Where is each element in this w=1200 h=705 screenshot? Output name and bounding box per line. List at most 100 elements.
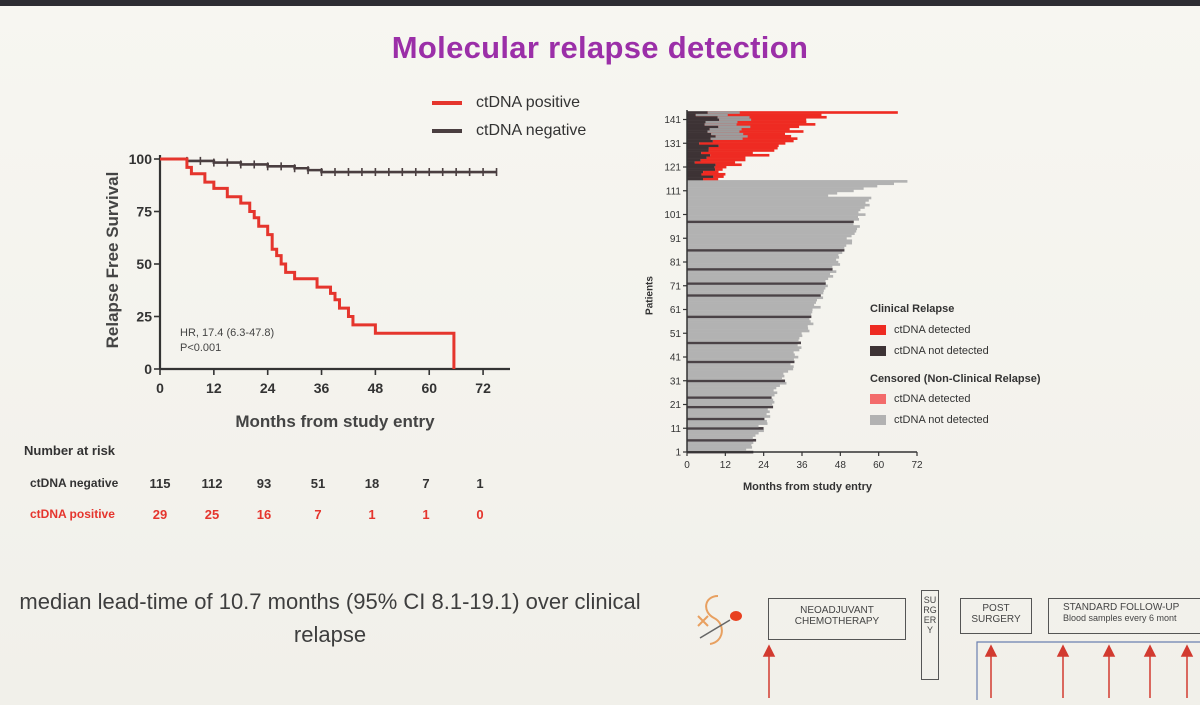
swimmer-bar <box>687 358 794 361</box>
swimmer-bar <box>687 218 860 221</box>
swimmer-bar-red <box>713 175 724 178</box>
swimmer-bar-red <box>710 137 798 140</box>
legend-censored-title: Censored (Non-Clinical Relapse) <box>870 373 1041 385</box>
swimmer-bar <box>687 320 811 323</box>
swimmer-bar <box>687 213 866 216</box>
risk-row-label-positive: ctDNA positive <box>30 507 115 521</box>
swimmer-x-tick-label: 60 <box>873 460 885 471</box>
patient-timeline-icon <box>697 595 742 645</box>
swimmer-bar-dark <box>687 120 706 124</box>
swimmer-bar-dark <box>687 144 719 148</box>
legend-item-negative: ctDNA negative <box>432 122 586 140</box>
swimmer-bar <box>687 384 780 387</box>
swimmer-bar <box>687 267 833 271</box>
swimmer-bar-dark <box>687 139 713 143</box>
swimmer-bar <box>687 256 840 259</box>
swimmer-bar <box>687 391 778 395</box>
swimmer-bar-red <box>717 115 827 119</box>
swimmer-x-tick-label: 12 <box>720 460 732 471</box>
swimmer-bar <box>687 275 834 278</box>
swimmer-bar <box>687 199 869 202</box>
swimmer-bar <box>687 289 824 292</box>
swimmer-bar <box>687 258 837 262</box>
swimmer-bar <box>687 203 870 207</box>
swimmer-bar-dark <box>687 142 700 145</box>
swimmer-bar-red <box>708 146 778 150</box>
swimmer-bar-dark <box>687 132 712 136</box>
swimmer-bar <box>687 215 858 219</box>
swimmer-bar-dark <box>687 118 720 121</box>
timeline-post-surgery-label: POST SURGERY <box>971 603 1021 625</box>
swimmer-bar-red <box>709 127 790 131</box>
swimmer-y-tick-label: 101 <box>664 210 681 221</box>
legend-label-negative: ctDNA negative <box>476 122 587 139</box>
swimmer-bar-red <box>703 170 719 174</box>
swimmer-bar-dark <box>687 123 705 126</box>
swimmer-bar-dark <box>687 130 708 133</box>
timeline-follow-up-label: STANDARD FOLLOW-UP <box>1063 602 1180 613</box>
swimmer-bar-red <box>715 134 792 138</box>
swimmer-bar-red <box>707 130 804 133</box>
swimmer-bar <box>687 206 865 209</box>
swimmer-bar-red <box>719 118 807 121</box>
swimmer-bar <box>687 244 847 247</box>
swimmer-bar <box>687 438 757 442</box>
risk-cell: 7 <box>422 476 430 491</box>
swimmer-bar <box>687 286 826 290</box>
swimmer-bar <box>687 448 747 452</box>
km-x-tick-label: 36 <box>314 380 330 396</box>
swimmer-bar <box>687 381 787 385</box>
swimmer-y-tick-label: 71 <box>670 281 682 292</box>
swimmer-bar-red <box>695 113 822 117</box>
swimmer-bar-red <box>700 158 746 162</box>
swimmer-bar-red <box>701 151 753 155</box>
swimmer-bar-dark <box>687 163 716 167</box>
swimmer-bar-dark <box>687 158 701 162</box>
swimmer-bar <box>687 246 845 250</box>
swimmer-bar-red <box>707 111 898 114</box>
swimmer-bar <box>687 341 801 345</box>
swimmer-bar <box>687 191 838 195</box>
swimmer-bar <box>687 229 857 233</box>
swimmer-bar-gray <box>711 132 744 136</box>
swimmer-bar <box>687 362 791 366</box>
swimmer-bar <box>687 441 754 444</box>
swimmer-bar <box>687 431 759 435</box>
swimmer-bar <box>687 365 794 368</box>
swimmer-bar <box>687 291 824 295</box>
swimmer-y-tick-label: 141 <box>664 115 681 126</box>
timeline-neoadjuvant-box: NEOADJUVANT CHEMOTHERAPY <box>768 598 906 640</box>
risk-cell: 29 <box>152 507 168 522</box>
slide-title: Molecular relapse detection <box>391 30 809 65</box>
km-x-tick-label: 72 <box>475 380 491 396</box>
swimmer-bar-dark <box>687 168 716 171</box>
swimmer-x-tick-label: 24 <box>758 460 770 471</box>
risk-cell: 112 <box>201 476 223 491</box>
timeline-arrows <box>762 641 1200 700</box>
swimmer-bar <box>687 260 839 264</box>
swimmer-y-tick-label: 111 <box>666 186 682 197</box>
risk-table-title: Number at risk <box>24 443 116 458</box>
swimmer-bar-red <box>715 168 723 171</box>
swimmer-bar <box>687 182 894 186</box>
swimmer-bar <box>687 196 872 200</box>
swimmer-bar-gray <box>719 118 752 121</box>
swimmer-bar-red <box>711 132 786 136</box>
swimmer-bar-gray <box>695 113 728 117</box>
timeline-follow-up-sublabel: Blood samples every 6 mont <box>1063 613 1177 623</box>
risk-cell: 16 <box>256 507 272 522</box>
top-bar <box>0 0 1200 6</box>
swimmer-bar <box>687 351 794 354</box>
swimmer-bar <box>687 279 826 283</box>
risk-cell: 51 <box>310 476 326 491</box>
swimmer-bar-red <box>704 123 816 126</box>
timeline-follow-up-box: STANDARD FOLLOW-UP Blood samples every 6… <box>1048 598 1200 634</box>
swimmer-bar <box>687 241 853 245</box>
swimmer-y-tick-label: 81 <box>670 258 682 269</box>
swimmer-bar-red <box>718 125 800 129</box>
swimmer-bar <box>687 446 753 449</box>
risk-cell: 1 <box>422 507 430 522</box>
legend-clinical-relapse-title: Clinical Relapse <box>870 303 955 315</box>
swimmer-bar-dark <box>687 125 719 129</box>
swimmer-bar <box>687 298 817 302</box>
